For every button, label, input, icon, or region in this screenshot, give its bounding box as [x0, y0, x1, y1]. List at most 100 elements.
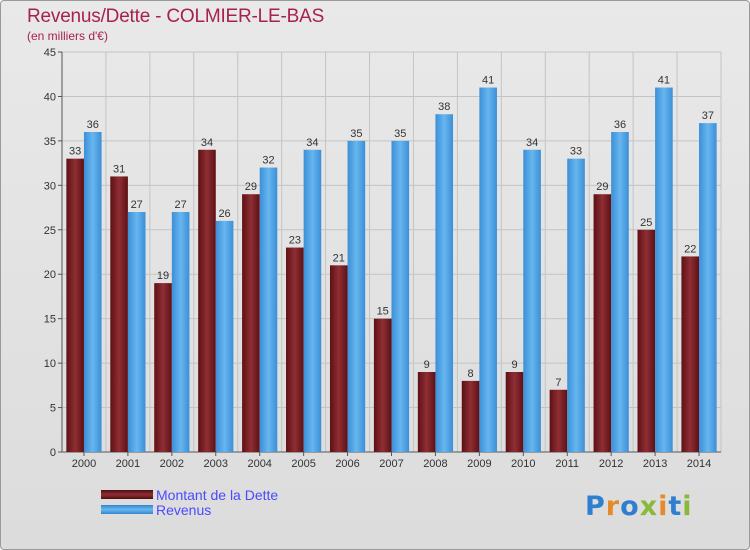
bar-debt: [373, 318, 392, 452]
x-tick-label: 2012: [599, 458, 623, 470]
data-label-debt: 9: [511, 359, 517, 371]
legend-label-revenue: Revenus: [156, 502, 212, 518]
data-label-revenue: 35: [394, 128, 406, 140]
bar-revenue: [215, 220, 234, 452]
chart-subtitle: (en milliers d'€): [27, 29, 108, 43]
data-label-revenue: 36: [87, 119, 99, 131]
x-tick-label: 2001: [116, 458, 140, 470]
data-label-revenue: 32: [262, 155, 274, 167]
x-tick-label: 2009: [467, 458, 491, 470]
x-tick-label: 2002: [160, 458, 184, 470]
x-tick-label: 2003: [204, 458, 228, 470]
bar-revenue: [479, 87, 497, 453]
data-label-debt: 22: [684, 243, 696, 255]
bar-debt: [66, 158, 84, 452]
bar-revenue: [523, 149, 541, 452]
data-label-revenue: 35: [350, 128, 362, 140]
y-tick-label: 20: [44, 269, 56, 281]
bar-revenue: [567, 158, 585, 452]
bar-debt: [154, 283, 172, 452]
y-tick-label: 45: [44, 47, 56, 59]
legend-swatch-revenue: [101, 505, 153, 514]
logo-letter: r: [605, 491, 621, 522]
proxiti-logo: Proxiti: [585, 491, 693, 522]
x-tick-label: 2008: [423, 458, 447, 470]
data-label-revenue: 34: [306, 137, 318, 149]
data-label-revenue: 26: [218, 208, 230, 220]
logo-letter: i: [658, 491, 669, 522]
data-labels: 33 36 31 27 19 27 34 26 29 32 23 34 21 35 15 35 9 38 8 41 9 3…: [69, 75, 714, 389]
logo-letter: o: [620, 491, 640, 522]
y-tick-label: 30: [44, 180, 56, 192]
x-tick-label: 2005: [291, 458, 315, 470]
bar-debt: [593, 194, 612, 452]
bar-revenue: [83, 132, 102, 452]
bar-debt: [637, 229, 656, 452]
logo-letter: t: [668, 491, 683, 522]
bar-revenue: [347, 140, 366, 452]
data-label-debt: 31: [113, 163, 125, 175]
bar-revenue: [699, 123, 717, 452]
x-tick-label: 2010: [511, 458, 535, 470]
data-label-debt: 34: [201, 137, 213, 149]
bar-debt: [505, 372, 524, 452]
data-label-debt: 15: [377, 306, 389, 318]
data-label-revenue: 41: [482, 75, 494, 87]
axes: 0 5 10 15 20 25 30 35 40 45 2000 2001 2002 2003 2004 20…: [44, 47, 721, 470]
y-tick-label: 10: [44, 358, 56, 370]
bar-revenue: [259, 167, 278, 453]
data-label-revenue: 27: [175, 199, 187, 211]
logo-letter: x: [639, 491, 659, 522]
bar-debt: [461, 380, 480, 452]
bar-debt: [329, 265, 348, 452]
x-tick-label: 2000: [72, 458, 96, 470]
chart-title: Revenus/Dette - COLMIER-LE-BAS: [27, 6, 325, 27]
data-label-debt: 23: [289, 235, 301, 247]
bar-debt: [242, 194, 260, 452]
data-label-debt: 8: [468, 368, 474, 380]
data-label-debt: 21: [333, 252, 345, 264]
legend-label-debt: Montant de la Dette: [156, 487, 279, 503]
bar-revenue: [303, 149, 322, 452]
x-tick-label: 2011: [555, 458, 579, 470]
bar-revenue: [435, 114, 454, 452]
data-label-revenue: 34: [526, 137, 538, 149]
x-tick-label: 2007: [379, 458, 403, 470]
y-tick-label: 5: [50, 403, 56, 415]
x-tick-label: 2014: [687, 458, 711, 470]
data-label-revenue: 41: [658, 75, 670, 87]
bar-revenue: [391, 140, 410, 452]
y-tick-label: 15: [44, 314, 56, 326]
y-tick-label: 25: [44, 225, 56, 237]
data-label-revenue: 33: [570, 146, 582, 158]
y-tick-label: 35: [44, 136, 56, 148]
logo-letter: P: [585, 491, 606, 522]
data-label-debt: 9: [424, 359, 430, 371]
data-label-debt: 7: [555, 377, 561, 389]
bar-debt: [110, 176, 128, 452]
bar-revenue: [171, 212, 190, 452]
data-label-debt: 33: [69, 146, 81, 158]
data-label-debt: 29: [596, 181, 608, 193]
bar-debt: [681, 256, 700, 452]
y-tick-label: 40: [44, 91, 56, 103]
bar-revenue: [127, 212, 146, 452]
bar-debt: [417, 372, 436, 452]
bar-revenue: [655, 87, 673, 453]
bars: [66, 87, 717, 453]
data-label-debt: 19: [157, 270, 169, 282]
data-label-debt: 29: [245, 181, 257, 193]
data-label-revenue: 27: [131, 199, 143, 211]
x-tick-label: 2006: [335, 458, 359, 470]
bar-debt: [549, 389, 568, 452]
bar-debt: [286, 247, 304, 452]
bar-debt: [198, 149, 216, 452]
data-label-revenue: 36: [614, 119, 626, 131]
bar-revenue: [611, 132, 629, 452]
data-label-debt: 25: [640, 217, 652, 229]
logo-letter: i: [682, 491, 693, 522]
y-tick-label: 0: [50, 447, 56, 459]
legend-swatch-debt: [101, 490, 153, 499]
